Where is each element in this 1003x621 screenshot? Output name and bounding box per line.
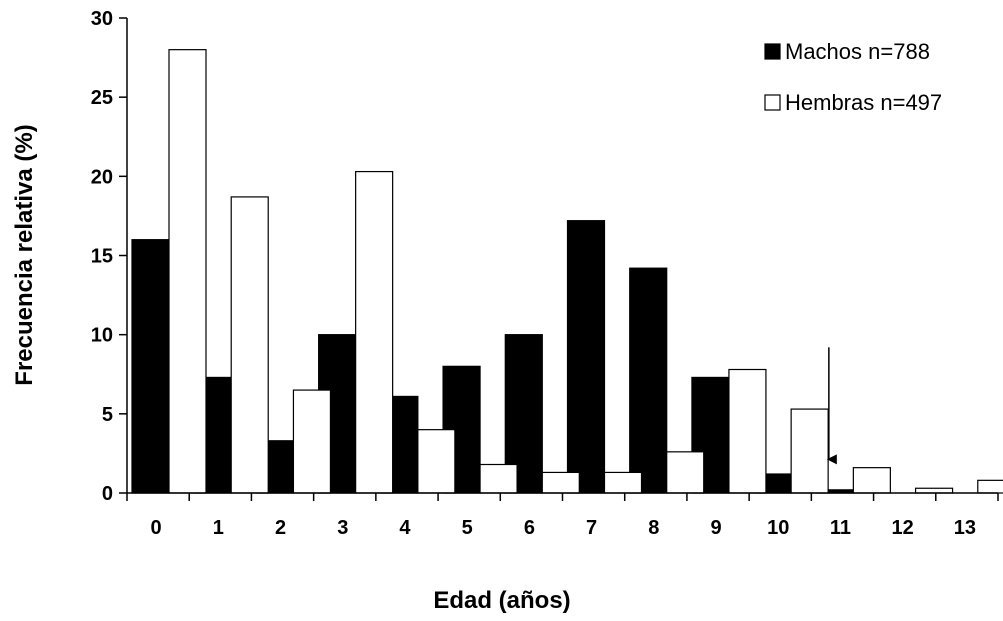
legend-swatch-machos: [765, 44, 780, 59]
legend: Machos n=788 Hembras n=497: [765, 39, 942, 115]
x-tick-label: 9: [710, 517, 721, 539]
x-tick-label: 2: [275, 517, 286, 539]
bar-hembras-10: [791, 409, 828, 493]
x-tick-label: 13: [954, 517, 976, 539]
bar-machos-8: [630, 268, 667, 493]
y-ticks: 0 5 10 15 20 25 30: [91, 8, 127, 505]
y-tick-label: 15: [91, 246, 113, 268]
y-tick-label: 25: [91, 87, 113, 109]
y-tick-label: 10: [91, 325, 113, 347]
bar-hembras-9: [729, 370, 766, 494]
bar-hembras-13: [978, 480, 1003, 493]
legend-label-machos: Machos n=788: [785, 39, 930, 64]
bar-hembras-11: [853, 468, 890, 493]
y-tick-label: 20: [91, 166, 113, 188]
x-tick-label: 3: [337, 517, 348, 539]
y-axis-title: Frecuencia relativa (%): [11, 124, 38, 385]
bar-hembras-4: [418, 430, 455, 493]
x-tick-label: 10: [767, 517, 789, 539]
legend-label-hembras: Hembras n=497: [785, 90, 942, 115]
bar-hembras-6: [542, 472, 579, 493]
bar-hembras-8: [667, 452, 704, 493]
y-tick-label: 30: [91, 8, 113, 30]
bar-hembras-0: [169, 50, 206, 493]
y-tick-label: 0: [102, 483, 113, 505]
y-tick-label: 5: [102, 404, 113, 426]
bar-hembras-7: [605, 472, 642, 493]
x-tick-label: 11: [830, 517, 851, 539]
x-axis-title: Edad (años): [433, 587, 570, 614]
bar-machos-0: [132, 240, 169, 493]
legend-swatch-hembras: [765, 95, 780, 110]
x-tick-label: 6: [524, 517, 535, 539]
bar-machos-7: [568, 221, 605, 493]
x-tick-label: 7: [586, 517, 597, 539]
bar-hembras-3: [356, 172, 393, 493]
bar-hembras-1: [231, 197, 268, 493]
x-tick-label: 5: [462, 517, 473, 539]
bars-layer: [132, 50, 1003, 493]
x-ticks: 0 1 2 3 4 5 6 7 8 9 10 11 12 13: [127, 493, 998, 539]
bar-hembras-2: [293, 390, 330, 493]
x-tick-label: 0: [151, 517, 162, 539]
bar-hembras-5: [480, 465, 517, 494]
x-tick-label: 4: [399, 517, 411, 539]
x-tick-label: 8: [648, 517, 659, 539]
x-tick-label: 1: [213, 517, 224, 539]
x-tick-label: 12: [892, 517, 914, 539]
